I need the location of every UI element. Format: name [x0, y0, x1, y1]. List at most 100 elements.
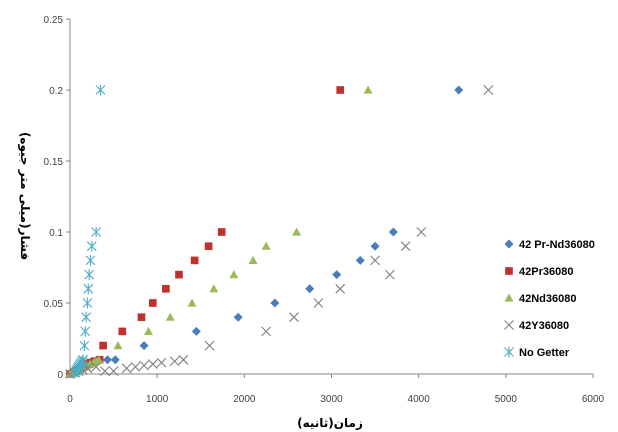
y-tick-label: 0.2: [49, 86, 63, 97]
y-axis-title: فشار(میلی متر جیوه): [17, 132, 32, 260]
marker-stroke: [370, 255, 380, 266]
data-point: [91, 226, 102, 238]
axes: [66, 18, 594, 378]
data-point: [332, 270, 342, 280]
marker-stroke: [504, 320, 514, 330]
data-point: [388, 227, 398, 237]
y-tick-label: 0.05: [44, 299, 64, 310]
legend-label: No Getter: [519, 347, 570, 359]
marker-stroke: [483, 85, 494, 95]
data-point: [130, 362, 141, 372]
marker-stroke: [121, 363, 132, 374]
data-point: [217, 228, 226, 236]
data-points: [65, 84, 494, 379]
data-point: [148, 299, 157, 307]
marker-stroke: [99, 366, 110, 377]
x-tick-label: 1000: [146, 394, 169, 405]
legend-label: 42Pr36080: [519, 266, 573, 278]
data-point: [204, 242, 213, 251]
y-tick-label: 0.15: [44, 157, 64, 168]
x-tick-label: 3000: [320, 394, 343, 405]
data-point: [261, 326, 272, 337]
data-point: [79, 340, 90, 351]
series-2: [66, 86, 345, 378]
data-point: [85, 255, 96, 266]
y-tick-label: 0.25: [44, 15, 64, 26]
data-point: [292, 227, 302, 236]
legend-label: 42 Pr-Nd36080: [519, 239, 595, 251]
data-point: [454, 85, 464, 95]
data-point: [118, 327, 127, 336]
legend-marker: [504, 320, 514, 330]
data-point: [370, 241, 380, 251]
data-point: [355, 255, 365, 265]
legend-label: 42Y36080: [519, 320, 569, 332]
data-point: [313, 298, 324, 308]
marker-stroke: [385, 269, 395, 280]
legend-marker: [504, 293, 514, 302]
marker-stroke: [313, 298, 324, 308]
data-point: [81, 311, 92, 323]
data-point: [335, 283, 346, 294]
legend: 42 Pr-Nd36080 42Pr36080 42Nd36080 42Y36080 N…: [504, 239, 595, 359]
data-point: [169, 356, 180, 367]
data-point: [78, 354, 88, 366]
marker-stroke: [82, 363, 93, 374]
marker-stroke: [400, 241, 411, 252]
data-point: [175, 270, 183, 279]
data-point: [204, 340, 215, 351]
data-point: [121, 363, 132, 374]
marker-stroke: [416, 227, 427, 237]
data-point: [261, 241, 271, 250]
data-point: [165, 312, 175, 321]
data-point: [191, 326, 201, 336]
data-point: [95, 84, 106, 96]
marker-stroke: [289, 312, 299, 323]
data-point: [91, 362, 102, 372]
data-point: [305, 284, 315, 294]
data-point: [147, 359, 158, 369]
data-point: [229, 270, 239, 279]
y-tick-label: 0: [57, 370, 63, 381]
series-4: [65, 85, 494, 379]
marker-stroke: [91, 362, 102, 372]
data-point: [156, 357, 167, 368]
marker-stroke: [169, 356, 180, 367]
data-point: [139, 360, 149, 371]
legend-marker: [505, 267, 513, 275]
marker-stroke: [156, 357, 167, 368]
data-point: [248, 255, 258, 264]
data-point: [209, 284, 219, 293]
marker-stroke: [178, 354, 189, 365]
x-tick-label: 4000: [408, 394, 431, 405]
marker-stroke: [204, 340, 215, 351]
data-point: [80, 326, 91, 337]
data-point: [162, 284, 170, 293]
data-point: [82, 297, 93, 309]
data-point: [336, 86, 345, 94]
data-point: [178, 354, 189, 365]
legend-marker: [504, 239, 514, 249]
marker-stroke: [261, 326, 272, 337]
data-point: [483, 85, 494, 95]
data-point: [86, 240, 97, 252]
data-point: [416, 227, 427, 237]
data-point: [233, 312, 243, 322]
x-tick-label: 2000: [233, 394, 256, 405]
data-point: [143, 326, 153, 335]
data-point: [110, 355, 120, 365]
x-tick-label: 0: [67, 394, 73, 405]
data-point: [84, 269, 95, 280]
x-tick-label: 5000: [495, 394, 518, 405]
data-point: [108, 366, 119, 377]
data-point: [400, 241, 411, 252]
data-point: [139, 341, 149, 351]
marker-stroke: [147, 359, 158, 369]
data-point: [113, 341, 123, 350]
marker-stroke: [335, 283, 346, 294]
marker-stroke: [108, 366, 119, 377]
tick-labels: 0 1000 2000 3000 4000 5000 6000 0 0.05 0.1 0.15 0.2…: [44, 15, 605, 405]
marker-stroke: [130, 362, 141, 372]
x-axis-title: زمان(ثانیه): [297, 416, 363, 430]
legend-label: 42Nd36080: [519, 293, 577, 305]
